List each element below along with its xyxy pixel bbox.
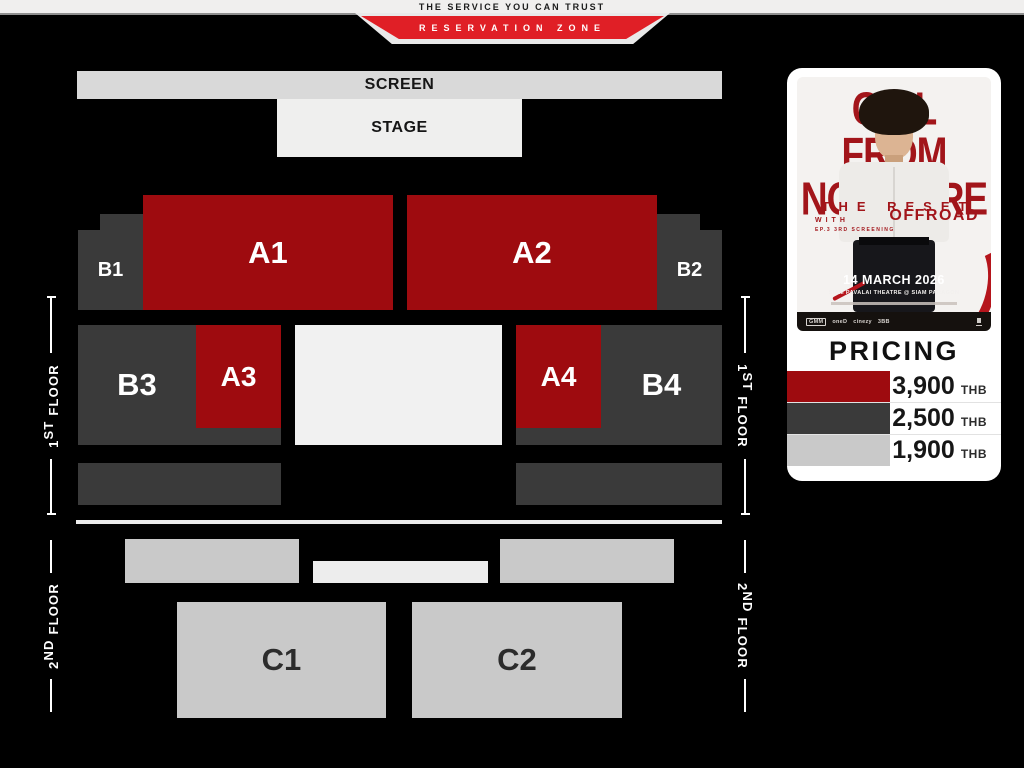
- poster-screening-line: EP.3 3RD SCREENING: [815, 227, 895, 233]
- floor2-label-left: 2ND FLOOR: [41, 583, 61, 669]
- zone-b1-label: B1: [97, 258, 124, 281]
- zone-b2[interactable]: B2: [657, 230, 722, 310]
- marker-cap: [46, 513, 56, 515]
- rear-bar-left: [78, 463, 281, 505]
- zone-a2[interactable]: A2: [407, 195, 657, 310]
- zone-a1-label: A1: [248, 234, 288, 270]
- zone-b4-label: B4: [641, 367, 682, 402]
- control-booth-box: [295, 325, 502, 445]
- balcony-bar-left: [125, 539, 299, 583]
- floor1-label-right: 1ST FLOOR: [735, 363, 756, 448]
- sponsor-logos: GMM oneD cinezy 3BB: [806, 317, 890, 326]
- pricing-row-zone-b: 2,500 THB: [787, 402, 1001, 434]
- zone-c2[interactable]: C2: [412, 602, 622, 718]
- zone-b2-step: [657, 214, 700, 232]
- zone-a4[interactable]: A4: [516, 325, 601, 428]
- marker-line: [744, 679, 746, 712]
- marker-line: [744, 298, 746, 353]
- zone-b3-label: B3: [117, 367, 157, 402]
- zone-a3[interactable]: A3: [196, 325, 281, 428]
- floor1-marker-left: 1ST FLOOR: [41, 296, 62, 515]
- zone-c1-label: C1: [261, 642, 302, 677]
- person-pants: [853, 240, 935, 312]
- marker-line: [50, 540, 52, 573]
- marker-cap: [46, 296, 56, 298]
- sponsor-logo: 3BB: [877, 318, 890, 325]
- reservation-zone-label: RESERVATION ZONE: [418, 22, 606, 33]
- zone-a3-label: A3: [220, 360, 257, 392]
- floor2-marker-left: 2ND FLOOR: [41, 540, 61, 712]
- tier-price-c: 1,900: [892, 436, 955, 464]
- marker-line: [744, 458, 746, 513]
- marker-line: [50, 458, 52, 513]
- floor-divider-line: [76, 520, 722, 524]
- marker-cap: [740, 296, 750, 298]
- rating-icon: [976, 317, 982, 326]
- floor1-marker-right: 1ST FLOOR: [735, 296, 756, 515]
- event-poster: GIRL FROM NOWHERE THE RESET WITH EP.3 3R…: [797, 77, 991, 331]
- marker-line: [50, 298, 52, 353]
- pricing-table: 3,900 THB 2,500 THB 1,900 THB: [787, 371, 1001, 466]
- zone-b1-step: [100, 214, 143, 232]
- zone-a4-label: A4: [540, 360, 577, 392]
- floor1-label-left: 1ST FLOOR: [41, 363, 62, 448]
- pricing-title: PRICING: [828, 336, 959, 366]
- sponsor-logo: GMM: [806, 317, 827, 326]
- poster-fineprint-line: [831, 302, 957, 305]
- zone-c2-label: C2: [497, 642, 537, 677]
- zone-b1[interactable]: B1: [78, 230, 143, 310]
- balcony-bar-center: [313, 561, 488, 583]
- tier-currency-b: THB: [960, 415, 987, 429]
- tier-color-swatch-b: [787, 403, 890, 434]
- poster-subtitle: THE RESET: [821, 199, 976, 214]
- tier-price-b: 2,500: [892, 404, 955, 432]
- tier-currency-a: THB: [960, 383, 987, 397]
- tier-color-swatch-c: [787, 435, 890, 466]
- sponsor-logo: cinezy: [853, 318, 872, 325]
- marker-line: [50, 679, 52, 712]
- person-shirt-placket: [893, 167, 895, 239]
- screen-bar: SCREEN: [77, 71, 722, 99]
- balcony-bar-right: [500, 539, 674, 583]
- person-belt: [859, 237, 929, 245]
- marker-line: [744, 540, 746, 573]
- marker-cap: [740, 513, 750, 515]
- zone-a2-label: A2: [512, 234, 552, 270]
- pricing-row-zone-a: 3,900 THB: [787, 371, 1001, 402]
- floor2-label-right: 2ND FLOOR: [735, 583, 755, 669]
- sponsor-logo: oneD: [832, 318, 848, 325]
- reservation-zone-ribbon: RESERVATION ZONE: [355, 13, 670, 44]
- person-hair: [859, 89, 929, 135]
- poster-venue: SIAM PAVALAI THEATRE @ SIAM PARAGON: [828, 290, 960, 296]
- pricing-row-zone-c: 1,900 THB: [787, 434, 1001, 466]
- poster-with-label: WITH: [815, 217, 849, 224]
- poster-date: 14 MARCH 2026: [843, 273, 945, 287]
- event-card: GIRL FROM NOWHERE THE RESET WITH EP.3 3R…: [787, 68, 1001, 481]
- poster-artist: OFFROAD: [889, 207, 979, 224]
- reservation-zone-ribbon-fill: RESERVATION ZONE: [361, 16, 664, 39]
- poster-person-photo: [797, 77, 991, 331]
- zone-c1[interactable]: C1: [177, 602, 386, 718]
- stage-box: STAGE: [277, 99, 522, 157]
- service-tagline: THE SERVICE YOU CAN TRUST: [418, 1, 606, 12]
- tier-color-swatch-a: [787, 371, 890, 402]
- rear-bar-right: [516, 463, 722, 505]
- zone-b2-label: B2: [676, 258, 703, 281]
- service-tagline-strip: THE SERVICE YOU CAN TRUST: [0, 0, 1024, 15]
- zone-a1[interactable]: A1: [143, 195, 393, 310]
- floor2-marker-right: 2ND FLOOR: [735, 540, 755, 712]
- person-neck: [885, 155, 903, 165]
- tier-currency-c: THB: [960, 447, 987, 461]
- tier-price-a: 3,900: [892, 372, 955, 400]
- poster-sponsor-strip: GMM oneD cinezy 3BB: [797, 312, 991, 331]
